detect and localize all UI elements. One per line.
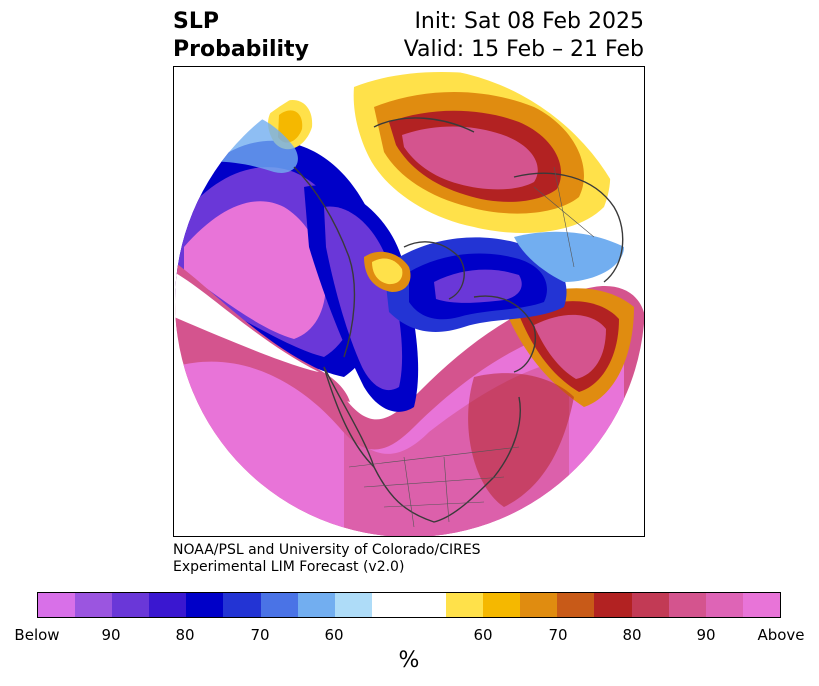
colorbar-cell	[631, 593, 669, 617]
colorbar-cell	[594, 593, 632, 617]
colorbar-cell	[112, 593, 150, 617]
colorbar-tick-label: 70	[250, 626, 270, 644]
credit-line-1: NOAA/PSL and University of Colorado/CIRE…	[173, 542, 481, 558]
colorbar-tick-label: 90	[696, 626, 716, 644]
colorbar-tick-label: Above	[757, 626, 805, 644]
credit-text: NOAA/PSL and University of Colorado/CIRE…	[173, 542, 481, 576]
colorbar-tick-label: 90	[101, 626, 121, 644]
colorbar-cell	[520, 593, 558, 617]
map-title: SLP Probability	[173, 8, 309, 64]
probability-field	[175, 67, 644, 536]
colorbar-cell	[186, 593, 224, 617]
colorbar-cell	[742, 593, 780, 617]
colorbar-cell	[297, 593, 335, 617]
colorbar-cell	[334, 593, 372, 617]
colorbar-cell	[75, 593, 113, 617]
polar-map	[173, 66, 645, 537]
title-line-probability: Probability	[173, 37, 309, 62]
map-svg	[175, 67, 644, 536]
colorbar-cell	[223, 593, 261, 617]
title-line-slp: SLP	[173, 9, 219, 34]
colorbar-tick-label: Below	[14, 626, 60, 644]
colorbar-cell	[260, 593, 298, 617]
colorbar-cell	[149, 593, 187, 617]
colorbar-tick-label: 60	[473, 626, 493, 644]
valid-range: Valid: 15 Feb – 21 Feb	[403, 37, 644, 62]
colorbar-unit: %	[398, 648, 420, 673]
credit-line-2: Experimental LIM Forecast (v2.0)	[173, 559, 405, 575]
colorbar-tick-label: 80	[175, 626, 195, 644]
colorbar-cell	[557, 593, 595, 617]
borders	[348, 166, 595, 528]
coastlines	[293, 117, 624, 523]
colorbar-tick-label: 80	[622, 626, 642, 644]
forecast-dates: Init: Sat 08 Feb 2025 Valid: 15 Feb – 21…	[404, 8, 644, 64]
colorbar-cell	[446, 593, 484, 617]
init-date: Init: Sat 08 Feb 2025	[414, 9, 644, 34]
colorbar-tick-label: 60	[324, 626, 344, 644]
colorbar-tick-label: 70	[548, 626, 568, 644]
colorbar-cell	[371, 593, 409, 617]
colorbar	[37, 592, 781, 618]
colorbar-cell	[408, 593, 447, 617]
colorbar-cell	[483, 593, 521, 617]
colorbar-cell	[705, 593, 743, 617]
colorbar-cell	[668, 593, 706, 617]
colorbar-cell	[38, 593, 76, 617]
